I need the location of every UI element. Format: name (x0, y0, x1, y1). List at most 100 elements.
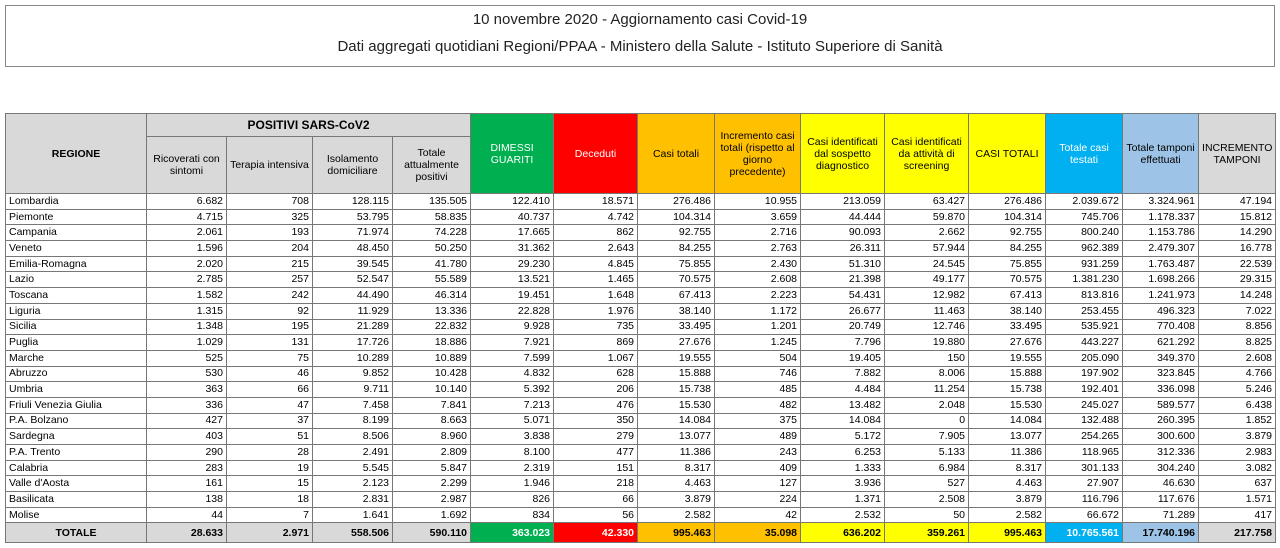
value-cell: 735 (553, 318, 639, 336)
value-cell: 17.665 (470, 224, 555, 242)
value-cell: 29.230 (470, 255, 555, 273)
column-header: DIMESSI GUARITI (470, 113, 555, 194)
value-cell: 195 (226, 318, 313, 336)
value-cell: 204 (226, 240, 313, 257)
value-cell: 51 (226, 428, 313, 445)
value-cell: 2.479.307 (1122, 240, 1200, 257)
value-cell: 5.246 (1198, 381, 1277, 398)
value-cell: 8.100 (470, 444, 555, 461)
value-cell: 2.716 (714, 224, 802, 242)
table-row: Lombardia 6.682 708 128.115 135.505 122.410 18… (5, 193, 1277, 210)
value-cell: 13.336 (391, 302, 472, 320)
value-cell: 224 (714, 491, 802, 508)
value-cell: 2.643 (553, 240, 639, 257)
value-cell: 12.746 (884, 318, 970, 336)
value-cell: 131 (226, 334, 313, 351)
value-cell: 41.780 (391, 255, 472, 273)
value-cell: 20.749 (800, 318, 886, 336)
region-cell: Calabria (5, 459, 147, 477)
value-cell: 59.870 (884, 208, 970, 226)
total-cell: 217.758 (1198, 522, 1277, 544)
value-cell: 13.521 (470, 271, 555, 289)
value-cell: 75.855 (637, 255, 716, 273)
value-cell: 3.879 (1198, 428, 1277, 445)
value-cell: 10.955 (714, 193, 802, 210)
value-cell: 5.847 (391, 459, 472, 477)
total-cell: 590.110 (391, 522, 472, 544)
value-cell: 14.084 (968, 412, 1047, 430)
value-cell: 962.389 (1045, 240, 1124, 257)
value-cell: 21.289 (312, 318, 393, 336)
value-cell: 276.486 (968, 193, 1047, 210)
table-row: Molise 44 7 1.641 1.692 834 56 2.582 42 2.532 50 2.… (5, 506, 1277, 524)
value-cell: 7.213 (470, 396, 555, 414)
value-cell: 56 (553, 506, 639, 524)
value-cell: 4.845 (553, 255, 639, 273)
value-cell: 71.289 (1122, 506, 1200, 524)
value-cell: 31.362 (470, 240, 555, 257)
value-cell: 38.140 (637, 302, 716, 320)
value-cell: 50.250 (391, 240, 472, 257)
value-cell: 2.299 (391, 475, 472, 493)
value-cell: 66 (553, 491, 639, 508)
value-cell: 2.763 (714, 240, 802, 257)
value-cell: 12.982 (884, 287, 970, 304)
table-row: Toscana 1.582 242 44.490 46.314 19.451 1.648 67… (5, 287, 1277, 304)
value-cell: 193 (226, 224, 313, 242)
region-cell: Friuli Venezia Giulia (5, 396, 147, 414)
value-cell: 7.882 (800, 365, 886, 383)
value-cell: 21.398 (800, 271, 886, 289)
region-cell: Abruzzo (5, 365, 147, 383)
value-cell: 150 (884, 349, 970, 367)
total-cell: 42.330 (553, 522, 639, 544)
value-cell: 52.547 (312, 271, 393, 289)
region-cell: Umbria (5, 381, 147, 398)
value-cell: 18.886 (391, 334, 472, 351)
subtitle: Dati aggregati quotidiani Regioni/PPAA -… (337, 38, 943, 55)
value-cell: 70.575 (968, 271, 1047, 289)
column-header: Incremento casi totali (rispetto al gior… (714, 113, 802, 194)
value-cell: 931.259 (1045, 255, 1124, 273)
value-cell: 770.408 (1122, 318, 1200, 336)
value-cell: 19 (226, 459, 313, 477)
value-cell: 10.140 (391, 381, 472, 398)
table-row: Puglia 1.029 131 17.726 18.886 7.921 869 27.676… (5, 334, 1277, 351)
total-cell: 2.971 (226, 522, 313, 544)
value-cell: 245.027 (1045, 396, 1124, 414)
value-cell: 2.983 (1198, 444, 1277, 461)
table-row: Valle d'Aosta 161 15 2.123 2.299 1.946 218 4.46… (5, 475, 1277, 493)
header-row: REGIONE POSITIVI SARS-CoV2 DIMESSI GUARITI… (5, 113, 1277, 194)
value-cell: 427 (146, 412, 227, 430)
column-header: Isolamento domiciliare (312, 136, 393, 194)
column-header: Casi totali (637, 113, 716, 194)
table-row: Liguria 1.315 92 11.929 13.336 22.828 1.976 38.… (5, 302, 1277, 320)
value-cell: 5.545 (312, 459, 393, 477)
group-header: POSITIVI SARS-CoV2 (145, 113, 472, 137)
value-cell: 46.630 (1122, 475, 1200, 493)
value-cell: 2.039.672 (1045, 193, 1124, 210)
value-cell: 19.555 (968, 349, 1047, 367)
value-cell: 2.319 (470, 459, 555, 477)
value-cell: 283 (146, 459, 227, 477)
value-cell: 621.292 (1122, 334, 1200, 351)
value-cell: 6.253 (800, 444, 886, 461)
region-cell: P.A. Trento (5, 444, 147, 461)
value-cell: 16.778 (1198, 240, 1277, 257)
table-row: Calabria 283 19 5.545 5.847 2.319 151 8.317 409 1… (5, 459, 1277, 477)
value-cell: 2.123 (312, 475, 393, 493)
table-row: Friuli Venezia Giulia 336 47 7.458 7.841 7.21… (5, 396, 1277, 414)
value-cell: 1.465 (553, 271, 639, 289)
total-row: TOTALE 28.633 2.971 558.506 590.110 363.023 42… (5, 522, 1277, 544)
value-cell: 14.248 (1198, 287, 1277, 304)
table-row: P.A. Trento 290 28 2.491 2.809 8.100 477 11.386… (5, 444, 1277, 461)
value-cell: 3.324.961 (1122, 193, 1200, 210)
value-cell: 5.071 (470, 412, 555, 430)
value-cell: 19.880 (884, 334, 970, 351)
value-cell: 27.676 (968, 334, 1047, 351)
value-cell: 504 (714, 349, 802, 367)
value-cell: 7.905 (884, 428, 970, 445)
value-cell: 44.490 (312, 287, 393, 304)
region-cell: Veneto (5, 240, 147, 257)
value-cell: 19.405 (800, 349, 886, 367)
value-cell: 8.825 (1198, 334, 1277, 351)
